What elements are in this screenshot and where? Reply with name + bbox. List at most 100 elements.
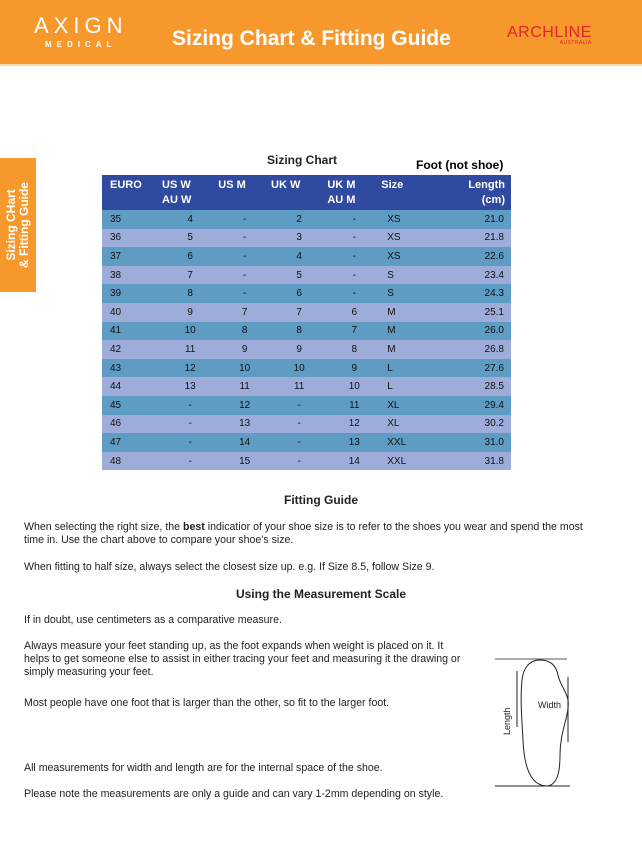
header-line: AU M	[327, 194, 356, 206]
column-header: Size	[381, 175, 430, 210]
table-cell: 10	[327, 377, 382, 396]
table-cell: 4	[271, 247, 328, 266]
column-header: US M	[218, 175, 272, 210]
table-row: 39 8-6- S 24.3	[102, 284, 511, 303]
table-cell: 40	[102, 302, 162, 322]
table-cell: 8	[327, 340, 382, 359]
table-cell: 11	[162, 340, 219, 359]
table-row: 37 6-4- XS 22.6	[102, 247, 511, 266]
table-cell: 15	[218, 451, 272, 471]
measurement-title: Using the Measurement Scale	[235, 587, 407, 601]
table-cell: 9	[327, 358, 382, 378]
table-body: 35 4-2- XS 21.0 36 5-3- XS 21.8 37 6-4- XS 22.6 38 7-…	[102, 210, 511, 471]
table-cell: 13	[218, 414, 272, 434]
table-cell: 8	[218, 321, 272, 341]
table-cell: -	[218, 228, 272, 248]
table-cell: -	[162, 414, 219, 434]
table-cell: 36	[102, 228, 162, 248]
table-cell: 5	[271, 265, 328, 285]
header-line: (cm)	[481, 194, 505, 206]
sizing-table: EURO US W AU W US M UK W UK M AU M Size Length (c…	[102, 175, 511, 471]
table-cell: 23.4	[429, 265, 511, 285]
table-cell: L	[381, 377, 430, 396]
table-cell: 6	[162, 247, 219, 266]
measurement-paragraph-1: If in doubt, use centimeters as a compar…	[24, 614, 282, 626]
table-cell: XS	[381, 247, 430, 266]
table-cell: 26.0	[429, 321, 511, 341]
table-cell: 42	[102, 340, 162, 359]
foot-measurement-diagram: Width Length	[495, 658, 570, 787]
fitting-paragraph-2: When fitting to half size, always select…	[24, 561, 435, 573]
table-cell: XXL	[381, 451, 430, 471]
table-cell: 27.6	[429, 358, 511, 378]
table-cell: 28.5	[429, 377, 511, 396]
table-cell: 41	[102, 321, 162, 341]
table-row: 40 9 7 7 6 M 25.1	[102, 302, 511, 322]
header-line: UK M	[327, 179, 356, 191]
table-cell: 14	[218, 433, 272, 452]
table-cell: 9	[162, 302, 219, 322]
table-cell: 22.6	[429, 247, 511, 266]
table-cell: 26.8	[429, 340, 511, 359]
table-cell: -	[218, 265, 272, 285]
table-cell: XL	[381, 414, 430, 434]
table-cell: -	[271, 433, 328, 452]
fitting-guide-title: Fitting Guide	[284, 493, 358, 507]
table-row: 42 11 9 9 8 M 26.8	[102, 340, 511, 359]
table-cell: 30.2	[429, 414, 511, 434]
table-cell: 24.3	[429, 284, 511, 303]
table-cell: -	[327, 247, 382, 266]
length-label: Length	[502, 707, 512, 735]
table-row: 43 12 10 10 9 L 27.6	[102, 358, 511, 378]
header-line: UK W	[271, 179, 301, 191]
archline-logo: ARCHLINE AUSTRALIA	[507, 24, 592, 46]
table-cell: XS	[381, 210, 430, 229]
table-cell: 31.8	[429, 451, 511, 471]
header-line: US M	[218, 179, 246, 191]
side-tab: Sizing CHart & Fitting Guide	[0, 158, 36, 292]
table-cell: 8	[162, 284, 219, 303]
table-cell: XXL	[381, 433, 430, 452]
side-tab-line2: & Fitting Guide	[17, 182, 31, 268]
table-cell: -	[327, 265, 382, 285]
table-cell: -	[162, 451, 219, 471]
table-cell: 31.0	[429, 433, 511, 452]
measurement-paragraph-3: Most people have one foot that is larger…	[24, 697, 390, 709]
table-cell: 13	[162, 377, 219, 396]
text: indicatior of your shoe size is to refer…	[24, 521, 583, 546]
table-cell: XS	[381, 228, 430, 248]
table-cell: 9	[271, 340, 328, 359]
column-header: Length (cm)	[429, 175, 511, 210]
table-cell: 10	[271, 358, 328, 378]
table-cell: 12	[327, 414, 382, 434]
table-cell: 6	[327, 302, 382, 322]
axign-medical-logo: AXIGN MEDICAL	[34, 13, 128, 50]
page-title: Sizing Chart & Fitting Guide	[172, 27, 451, 50]
table-cell: S	[381, 265, 430, 285]
foot-outline	[520, 659, 569, 787]
column-header: US W AU W	[162, 175, 219, 210]
text: When selecting the right size, the	[24, 521, 183, 533]
table-cell: 48	[102, 451, 162, 471]
table-cell: 4	[162, 210, 219, 229]
sizing-chart-title: Sizing Chart	[267, 153, 338, 167]
logo-main: AXIGN	[34, 13, 128, 38]
table-cell: 7	[327, 321, 382, 341]
table-cell: 21.8	[429, 228, 511, 248]
column-header: UK W	[271, 175, 328, 210]
table-cell: 38	[102, 265, 162, 285]
column-header: EURO	[102, 175, 162, 210]
table-cell: 3	[271, 228, 328, 248]
table-cell: 13	[327, 433, 382, 452]
table-cell: 9	[218, 340, 272, 359]
table-cell: 8	[271, 321, 328, 341]
table-cell: M	[381, 321, 430, 341]
table-cell: XL	[381, 395, 430, 415]
brand-name: ARCHLINE	[507, 24, 592, 41]
table-cell: -	[271, 451, 328, 471]
table-cell: 6	[271, 284, 328, 303]
table-row: 48-15-14 XXL 31.8	[102, 451, 511, 471]
table-row: 38 7-5- S 23.4	[102, 265, 511, 285]
table-row: 46-13-12 XL 30.2	[102, 414, 511, 434]
measurement-paragraph-2: Always measure your feet standing up, as…	[24, 640, 461, 678]
